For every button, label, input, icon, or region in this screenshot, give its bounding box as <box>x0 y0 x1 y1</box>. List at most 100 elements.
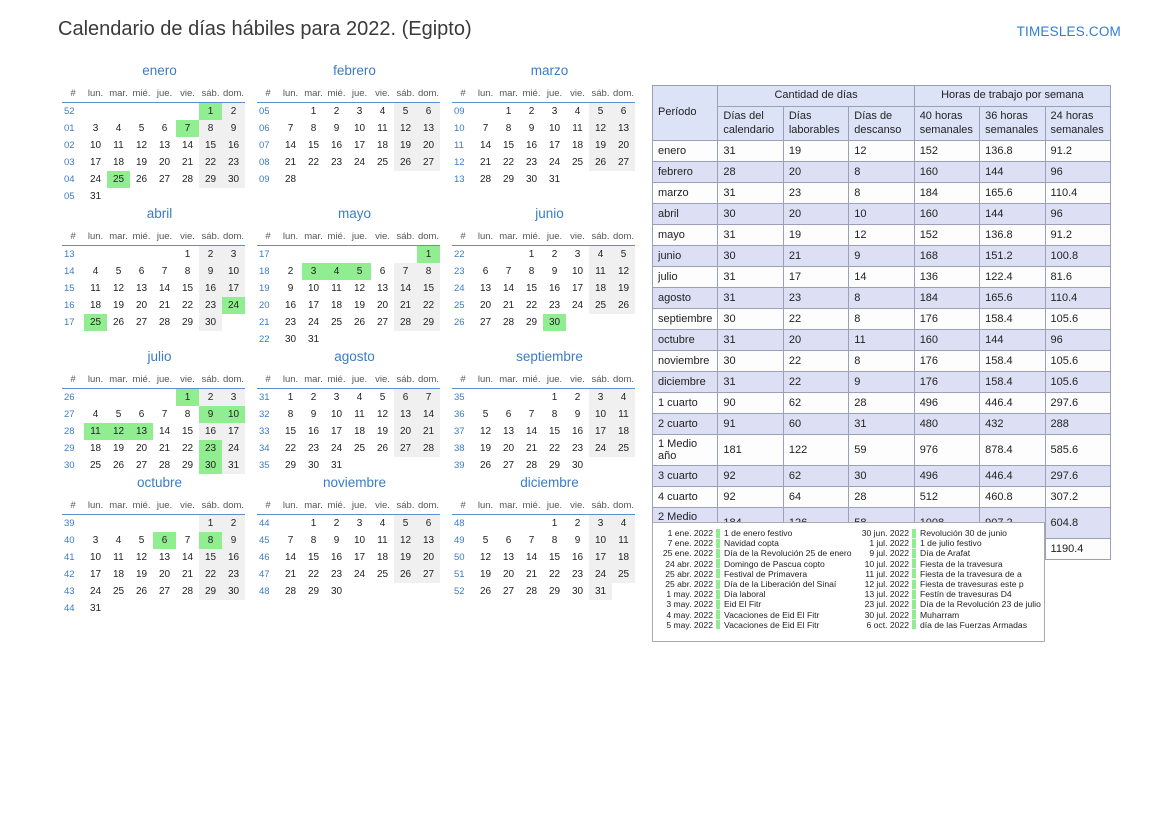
day-cell[interactable]: 25 <box>612 440 635 457</box>
day-cell[interactable]: 4 <box>115 535 122 546</box>
day-cell-holiday[interactable]: 9 <box>199 406 222 423</box>
day-cell-holiday[interactable]: 5 <box>348 263 371 280</box>
day-cell[interactable]: 20 <box>502 569 515 580</box>
day-cell[interactable]: 19 <box>135 157 148 168</box>
day-cell[interactable]: 22 <box>181 443 194 454</box>
day-cell[interactable]: 2 <box>199 388 222 406</box>
day-cell[interactable]: 11 <box>113 552 124 563</box>
day-cell[interactable]: 20 <box>135 300 148 311</box>
day-cell[interactable]: 19 <box>353 300 366 311</box>
day-cell[interactable]: 12 <box>135 552 148 563</box>
day-cell[interactable]: 23 <box>571 569 584 580</box>
day-cell[interactable]: 21 <box>284 569 297 580</box>
day-cell[interactable]: 8 <box>551 535 558 546</box>
day-cell[interactable]: 29 <box>525 317 538 328</box>
day-cell-holiday[interactable]: 1 <box>199 102 222 120</box>
day-cell[interactable]: 2 <box>333 106 340 117</box>
day-cell[interactable]: 14 <box>479 140 492 151</box>
day-cell[interactable]: 7 <box>161 409 168 420</box>
day-cell[interactable]: 23 <box>307 443 320 454</box>
day-cell[interactable]: 28 <box>181 174 194 185</box>
day-cell[interactable]: 27 <box>417 566 440 583</box>
day-cell[interactable]: 18 <box>612 423 635 440</box>
day-cell[interactable]: 19 <box>112 300 125 311</box>
day-cell[interactable]: 19 <box>376 426 389 437</box>
day-cell[interactable]: 1 <box>199 514 222 532</box>
day-cell[interactable]: 14 <box>158 426 171 437</box>
day-cell[interactable]: 21 <box>284 157 297 168</box>
day-cell[interactable]: 30 <box>284 334 297 345</box>
day-cell[interactable]: 14 <box>284 140 297 151</box>
day-cell[interactable]: 3 <box>333 392 340 403</box>
day-cell[interactable]: 10 <box>353 123 366 134</box>
day-cell[interactable]: 6 <box>417 102 440 120</box>
day-cell[interactable]: 31 <box>89 603 102 614</box>
day-cell[interactable]: 23 <box>525 157 538 168</box>
day-cell[interactable]: 16 <box>571 552 584 563</box>
day-cell[interactable]: 12 <box>589 120 612 137</box>
day-cell[interactable]: 24 <box>353 157 366 168</box>
day-cell[interactable]: 28 <box>181 586 194 597</box>
day-cell[interactable]: 7 <box>394 263 417 280</box>
day-cell[interactable]: 26 <box>376 443 389 454</box>
day-cell[interactable]: 8 <box>287 409 294 420</box>
day-cell[interactable]: 29 <box>417 314 440 331</box>
day-cell[interactable]: 21 <box>158 443 171 454</box>
day-cell[interactable]: 27 <box>502 460 515 471</box>
day-cell[interactable]: 6 <box>417 514 440 532</box>
day-cell[interactable]: 27 <box>417 154 440 171</box>
day-cell[interactable]: 10 <box>589 532 612 549</box>
day-cell[interactable]: 13 <box>479 283 492 294</box>
day-cell[interactable]: 24 <box>89 586 102 597</box>
day-cell[interactable]: 6 <box>394 388 417 406</box>
day-cell[interactable]: 23 <box>199 297 222 314</box>
day-cell[interactable]: 26 <box>112 460 125 471</box>
day-cell[interactable]: 21 <box>479 157 492 168</box>
day-cell[interactable]: 2 <box>574 518 581 529</box>
day-cell[interactable]: 9 <box>310 409 317 420</box>
day-cell[interactable]: 16 <box>199 280 222 297</box>
day-cell[interactable]: 27 <box>135 460 148 471</box>
day-cell[interactable]: 15 <box>181 283 194 294</box>
day-cell[interactable]: 25 <box>353 443 366 454</box>
day-cell[interactable]: 3 <box>356 518 363 529</box>
day-cell[interactable]: 14 <box>502 283 515 294</box>
day-cell[interactable]: 16 <box>199 423 222 440</box>
day-cell[interactable]: 11 <box>354 409 365 420</box>
day-cell[interactable]: 2 <box>310 392 317 403</box>
day-cell[interactable]: 9 <box>574 409 581 420</box>
day-cell[interactable]: 20 <box>158 569 171 580</box>
day-cell[interactable]: 17 <box>222 280 245 297</box>
day-cell[interactable]: 6 <box>138 266 145 277</box>
day-cell[interactable]: 6 <box>505 409 512 420</box>
day-cell[interactable]: 18 <box>89 443 102 454</box>
day-cell[interactable]: 3 <box>589 514 612 532</box>
day-cell[interactable]: 14 <box>417 406 440 423</box>
day-cell[interactable]: 21 <box>181 157 194 168</box>
day-cell[interactable]: 14 <box>181 140 194 151</box>
day-cell[interactable]: 3 <box>589 388 612 406</box>
day-cell[interactable]: 5 <box>394 102 417 120</box>
day-cell[interactable]: 18 <box>330 300 343 311</box>
day-cell[interactable]: 13 <box>417 532 440 549</box>
day-cell[interactable]: 9 <box>333 123 340 134</box>
day-cell[interactable]: 11 <box>572 123 583 134</box>
day-cell[interactable]: 7 <box>505 266 512 277</box>
day-cell[interactable]: 28 <box>525 460 538 471</box>
day-cell[interactable]: 5 <box>115 409 122 420</box>
day-cell-holiday[interactable]: 25 <box>107 171 130 188</box>
day-cell[interactable]: 23 <box>571 443 584 454</box>
day-cell[interactable]: 27 <box>158 174 171 185</box>
day-cell[interactable]: 31 <box>222 457 245 474</box>
day-cell[interactable]: 17 <box>353 140 366 151</box>
day-cell-holiday[interactable]: 4 <box>325 263 348 280</box>
day-cell[interactable]: 5 <box>482 535 489 546</box>
day-cell[interactable]: 26 <box>135 586 148 597</box>
day-cell-holiday[interactable]: 10 <box>222 406 245 423</box>
day-cell[interactable]: 31 <box>330 460 343 471</box>
day-cell[interactable]: 8 <box>528 266 535 277</box>
day-cell[interactable]: 12 <box>135 140 148 151</box>
day-cell[interactable]: 19 <box>612 280 635 297</box>
day-cell[interactable]: 12 <box>479 426 492 437</box>
day-cell[interactable]: 21 <box>502 300 515 311</box>
